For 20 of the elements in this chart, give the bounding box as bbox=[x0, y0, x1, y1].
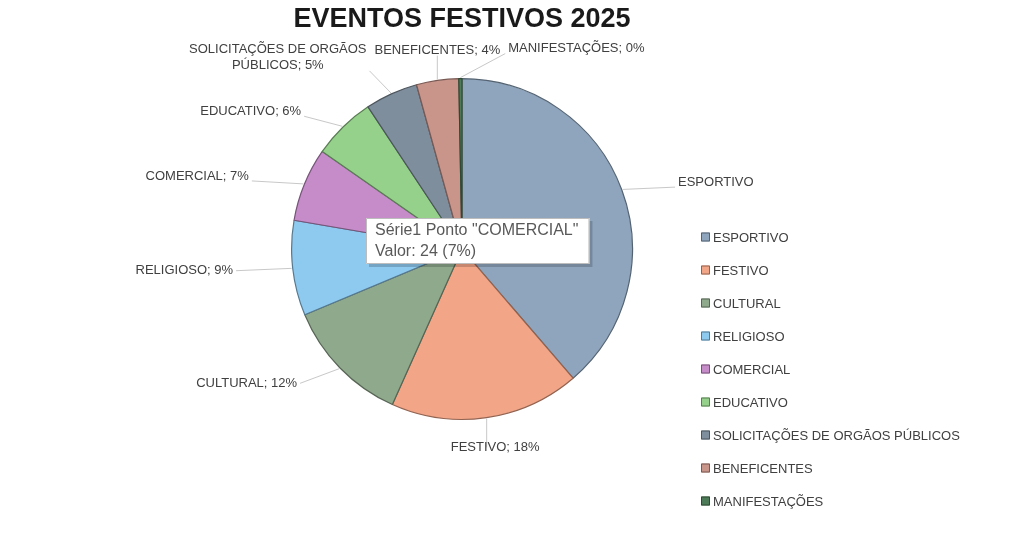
legend-label: MANIFESTAÇÕES bbox=[713, 493, 824, 509]
data-label: COMERCIAL; 7% bbox=[145, 167, 250, 183]
legend-label: SOLICITAÇÕES DE ORGÃOS PÚBLICOS bbox=[713, 427, 961, 443]
legend-label: RELIGIOSO bbox=[713, 328, 785, 344]
legend-label: BENEFICENTES bbox=[713, 460, 814, 476]
data-label: RELIGIOSO; 9% bbox=[135, 262, 234, 278]
legend-label: CULTURAL bbox=[713, 295, 781, 311]
data-label: BENEFICENTES; 4% bbox=[374, 42, 501, 58]
legend-label: FESTIVO bbox=[713, 262, 769, 278]
chart-title: EVENTOS FESTIVOS 2025 bbox=[293, 3, 631, 34]
data-label: MANIFESTAÇÕES; 0% bbox=[508, 40, 645, 56]
data-label: SOLICITAÇÕES DE ORGÃOS PÚBLICOS; 5% bbox=[189, 41, 367, 73]
data-label: EDUCATIVO; 6% bbox=[200, 102, 302, 118]
legend-label: COMERCIAL bbox=[713, 361, 791, 377]
slice-label: ESPORTIVO bbox=[678, 173, 754, 189]
data-label: FESTIVO; 18% bbox=[450, 438, 541, 454]
data-label: CULTURAL; 12% bbox=[196, 374, 298, 390]
text: Série1 Ponto "COMERCIAL" Valor: 24 (7%) bbox=[375, 221, 579, 260]
legend-label: ESPORTIVO bbox=[713, 229, 789, 245]
legend-label: EDUCATIVO bbox=[713, 394, 788, 410]
